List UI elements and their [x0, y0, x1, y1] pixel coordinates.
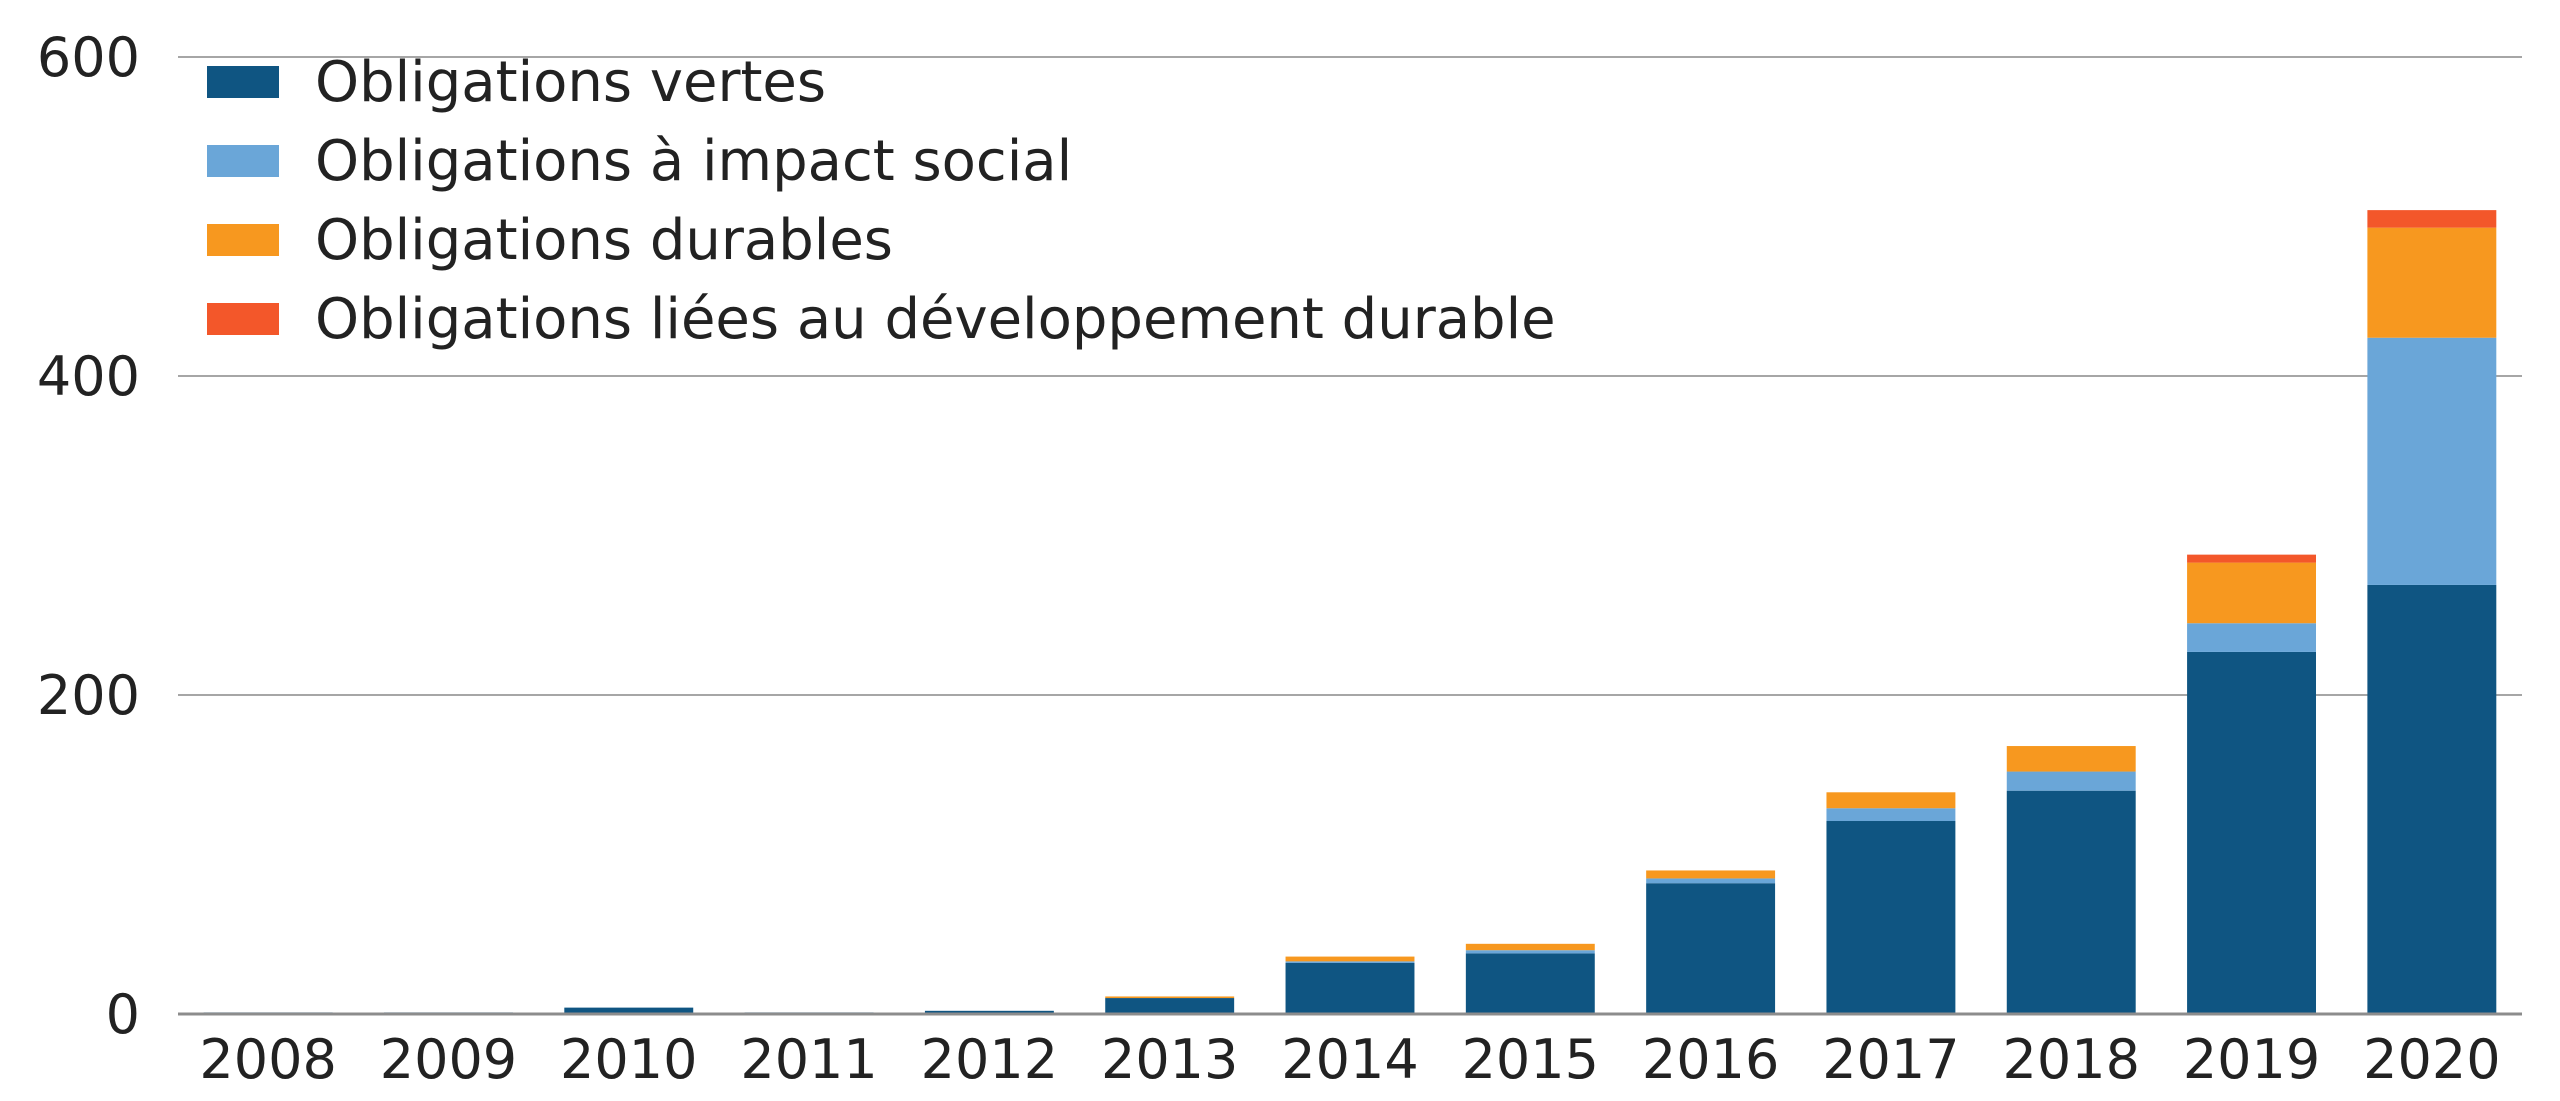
bar-2014-series-1 — [1285, 961, 1415, 963]
legend: Obligations vertes Obligations à impact s… — [207, 50, 1556, 352]
x-tick-label: 2010 — [560, 1028, 697, 1091]
bar-2016-series-1 — [1646, 878, 1776, 884]
legend-swatch — [207, 66, 279, 98]
bar-2020-series-2 — [2367, 227, 2497, 338]
bar-2010-series-0 — [564, 1007, 694, 1014]
bar-2017-series-0 — [1826, 821, 1956, 1014]
y-tick-label: 400 — [37, 345, 140, 408]
y-tick-label: 0 — [106, 983, 140, 1046]
gridlines — [178, 56, 2522, 696]
bars — [203, 210, 2497, 1014]
legend-swatch — [207, 224, 279, 256]
bar-2012-series-0 — [924, 1010, 1054, 1014]
bar-2018-series-1 — [2006, 771, 2136, 791]
bar-2020-series-0 — [2367, 584, 2497, 1014]
x-tick-label: 2017 — [1822, 1028, 1959, 1091]
bar-2015-series-0 — [1465, 953, 1595, 1014]
x-tick-label: 2015 — [1462, 1028, 1599, 1091]
x-tick-label: 2011 — [740, 1028, 877, 1091]
bar-2013-series-2 — [1105, 996, 1235, 999]
x-tick-label: 2016 — [1642, 1028, 1779, 1091]
bar-2014-series-0 — [1285, 962, 1415, 1014]
bar-2019-series-3 — [2187, 554, 2316, 563]
legend-label: Obligations vertes — [315, 50, 826, 115]
bar-2020-series-1 — [2367, 337, 2497, 585]
bar-2019-series-0 — [2187, 651, 2316, 1014]
x-tick-label: 2019 — [2183, 1028, 2320, 1091]
x-tick-label: 2020 — [2363, 1028, 2500, 1091]
x-tick-label: 2018 — [2003, 1028, 2140, 1091]
y-axis-ticks: 0 200 400 600 — [37, 26, 140, 1046]
bar-2015-series-1 — [1465, 950, 1595, 954]
legend-swatch — [207, 303, 279, 335]
bar-2017-series-1 — [1826, 808, 1956, 822]
legend-label: Obligations à impact social — [315, 129, 1072, 194]
x-tick-label: 2013 — [1101, 1028, 1238, 1091]
x-tick-label: 2012 — [921, 1028, 1058, 1091]
bar-2019-series-1 — [2187, 623, 2316, 652]
bar-2016-series-2 — [1646, 870, 1776, 879]
bar-2019-series-2 — [2187, 562, 2316, 624]
x-tick-label: 2008 — [199, 1028, 336, 1091]
x-axis-ticks: 2008 2009 2010 2011 2012 2013 2014 2015 2016 2017… — [199, 1028, 2500, 1091]
bar-2020-series-3 — [2367, 210, 2497, 228]
bar-2015-series-2 — [1465, 943, 1595, 951]
legend-swatch — [207, 145, 279, 177]
bar-2017-series-2 — [1826, 792, 1956, 809]
y-tick-label: 200 — [37, 664, 140, 727]
bar-2016-series-0 — [1646, 883, 1776, 1014]
bar-2018-series-0 — [2006, 790, 2136, 1014]
bar-2013-series-0 — [1105, 998, 1235, 1014]
x-tick-label: 2014 — [1281, 1028, 1418, 1091]
y-tick-label: 600 — [37, 26, 140, 89]
x-tick-label: 2009 — [380, 1028, 517, 1091]
bar-2014-series-2 — [1285, 956, 1415, 962]
legend-label: Obligations durables — [315, 208, 893, 273]
legend-label: Obligations liées au développement durab… — [315, 287, 1556, 352]
bar-2018-series-2 — [2006, 746, 2136, 772]
